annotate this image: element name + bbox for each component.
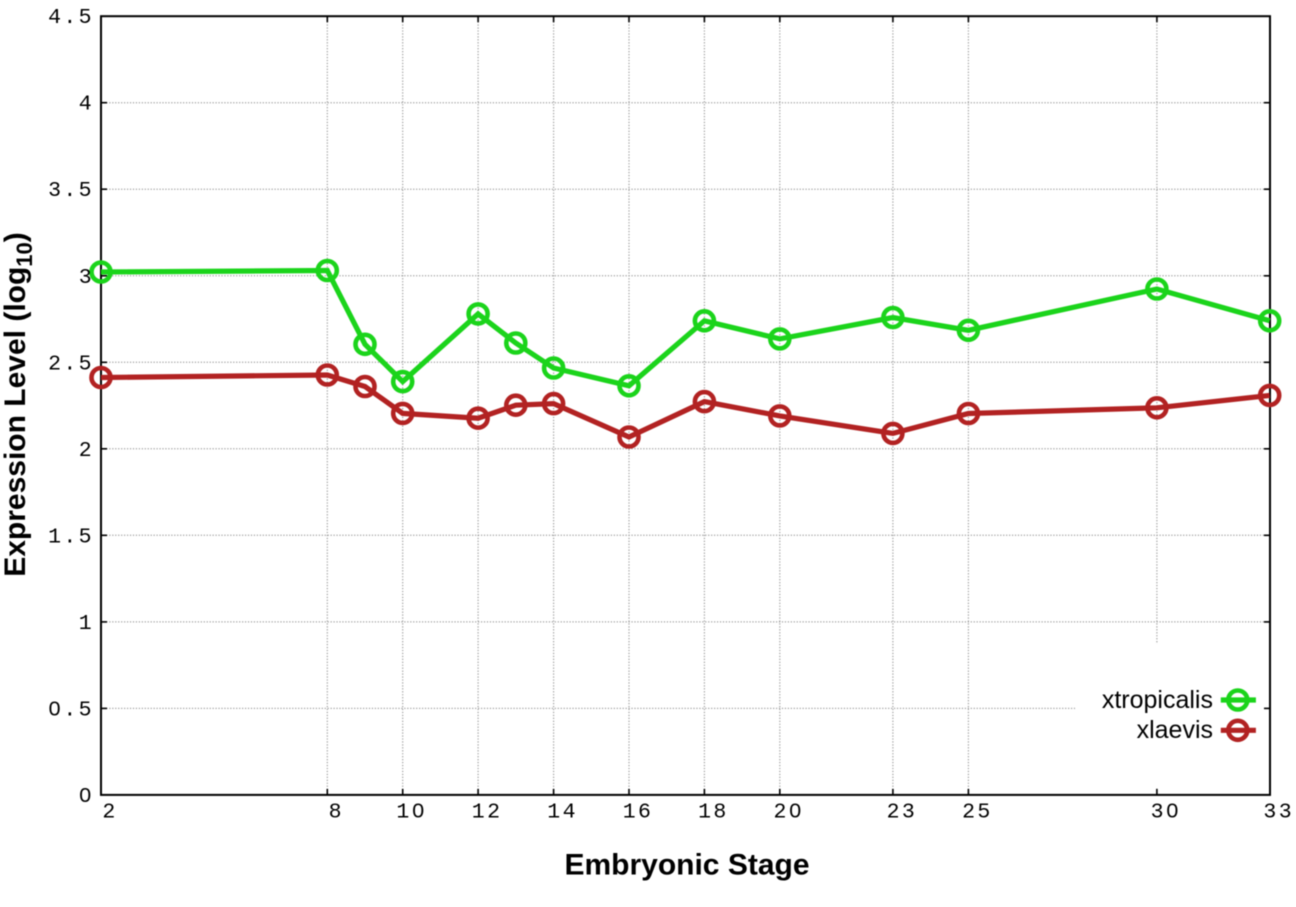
svg-text:Expression Level (log10): Expression Level (log10) <box>0 232 37 577</box>
svg-text:4.5: 4.5 <box>48 6 94 30</box>
svg-text:1: 1 <box>79 612 94 636</box>
svg-text:2: 2 <box>79 439 94 463</box>
svg-text:33: 33 <box>1263 801 1294 825</box>
svg-text:xtropicalis: xtropicalis <box>1102 686 1213 714</box>
svg-text:0: 0 <box>79 785 94 809</box>
svg-text:4: 4 <box>79 93 94 117</box>
svg-text:12: 12 <box>472 801 503 825</box>
svg-text:1.5: 1.5 <box>48 525 94 549</box>
svg-text:14: 14 <box>547 801 578 825</box>
svg-text:Embryonic Stage: Embryonic Stage <box>564 849 809 882</box>
svg-text:8: 8 <box>329 801 344 825</box>
svg-text:0.5: 0.5 <box>48 698 94 722</box>
svg-text:2.5: 2.5 <box>48 352 94 376</box>
svg-text:16: 16 <box>623 801 654 825</box>
svg-text:18: 18 <box>698 801 729 825</box>
svg-text:xlaevis: xlaevis <box>1137 716 1213 744</box>
svg-text:30: 30 <box>1151 801 1182 825</box>
svg-text:20: 20 <box>773 801 804 825</box>
svg-text:3: 3 <box>79 266 94 290</box>
svg-text:25: 25 <box>962 801 993 825</box>
svg-text:10: 10 <box>396 801 427 825</box>
svg-text:3.5: 3.5 <box>48 179 94 203</box>
svg-text:23: 23 <box>887 801 918 825</box>
svg-text:2: 2 <box>102 801 117 825</box>
